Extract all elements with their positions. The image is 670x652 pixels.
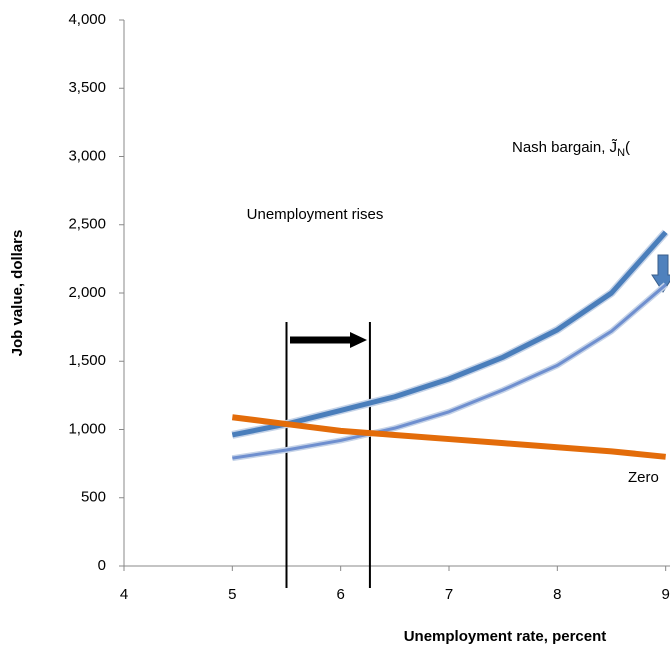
y-tick-label: 4,000 — [68, 11, 106, 28]
annotation: Zero — [628, 469, 659, 486]
y-tick-label: 1,000 — [68, 420, 106, 437]
line-halo — [231, 229, 669, 439]
x-tick-label: 9 — [661, 586, 669, 603]
y-tick-label: 3,500 — [68, 79, 106, 96]
y-tick-label: 500 — [81, 489, 106, 506]
y-tick-label: 3,000 — [68, 147, 106, 164]
down-arrow — [651, 254, 670, 293]
y-tick-label: 1,500 — [68, 352, 106, 369]
x-tick-label: 5 — [228, 586, 236, 603]
x-tick-label: 4 — [120, 586, 128, 603]
annotation: Unemployment rises — [247, 206, 384, 223]
series-line — [231, 230, 668, 438]
shift-arrow — [290, 332, 367, 348]
series-line — [232, 283, 667, 460]
x-tick-label: 6 — [336, 586, 344, 603]
y-tick-label: 2,000 — [68, 284, 106, 301]
x-axis-label: Unemployment rate, percent — [404, 628, 607, 645]
x-tick-label: 8 — [553, 586, 561, 603]
line-halo — [231, 282, 668, 462]
y-tick-label: 0 — [98, 557, 106, 574]
y-tick-label: 2,500 — [68, 216, 106, 233]
annotation: Nash bargain, J̃N( — [512, 138, 630, 158]
y-axis-label: Job value, dollars — [9, 230, 26, 357]
x-tick-label: 7 — [445, 586, 453, 603]
series-line — [231, 414, 666, 460]
